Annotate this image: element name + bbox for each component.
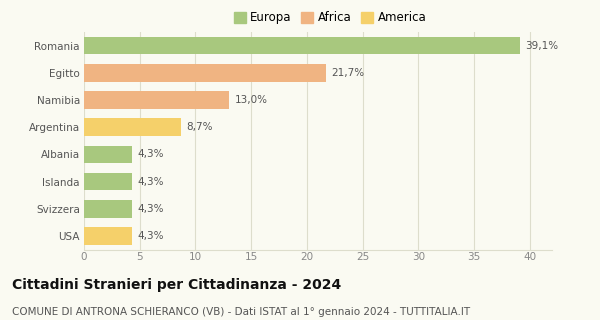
Bar <box>84 91 229 109</box>
Text: 39,1%: 39,1% <box>525 41 559 51</box>
Text: 13,0%: 13,0% <box>235 95 268 105</box>
Text: Cittadini Stranieri per Cittadinanza - 2024: Cittadini Stranieri per Cittadinanza - 2… <box>12 278 341 292</box>
Text: 4,3%: 4,3% <box>137 149 164 159</box>
Text: 8,7%: 8,7% <box>187 122 213 132</box>
Text: 4,3%: 4,3% <box>137 177 164 187</box>
Bar <box>84 118 181 136</box>
Text: 21,7%: 21,7% <box>331 68 364 78</box>
Bar <box>84 37 520 54</box>
Bar <box>84 227 132 245</box>
Bar <box>84 173 132 190</box>
Text: 4,3%: 4,3% <box>137 204 164 214</box>
Legend: Europa, Africa, America: Europa, Africa, America <box>232 9 428 27</box>
Bar <box>84 146 132 163</box>
Bar <box>84 64 326 82</box>
Bar <box>84 200 132 218</box>
Text: COMUNE DI ANTRONA SCHIERANCO (VB) - Dati ISTAT al 1° gennaio 2024 - TUTTITALIA.I: COMUNE DI ANTRONA SCHIERANCO (VB) - Dati… <box>12 307 470 317</box>
Text: 4,3%: 4,3% <box>137 231 164 241</box>
